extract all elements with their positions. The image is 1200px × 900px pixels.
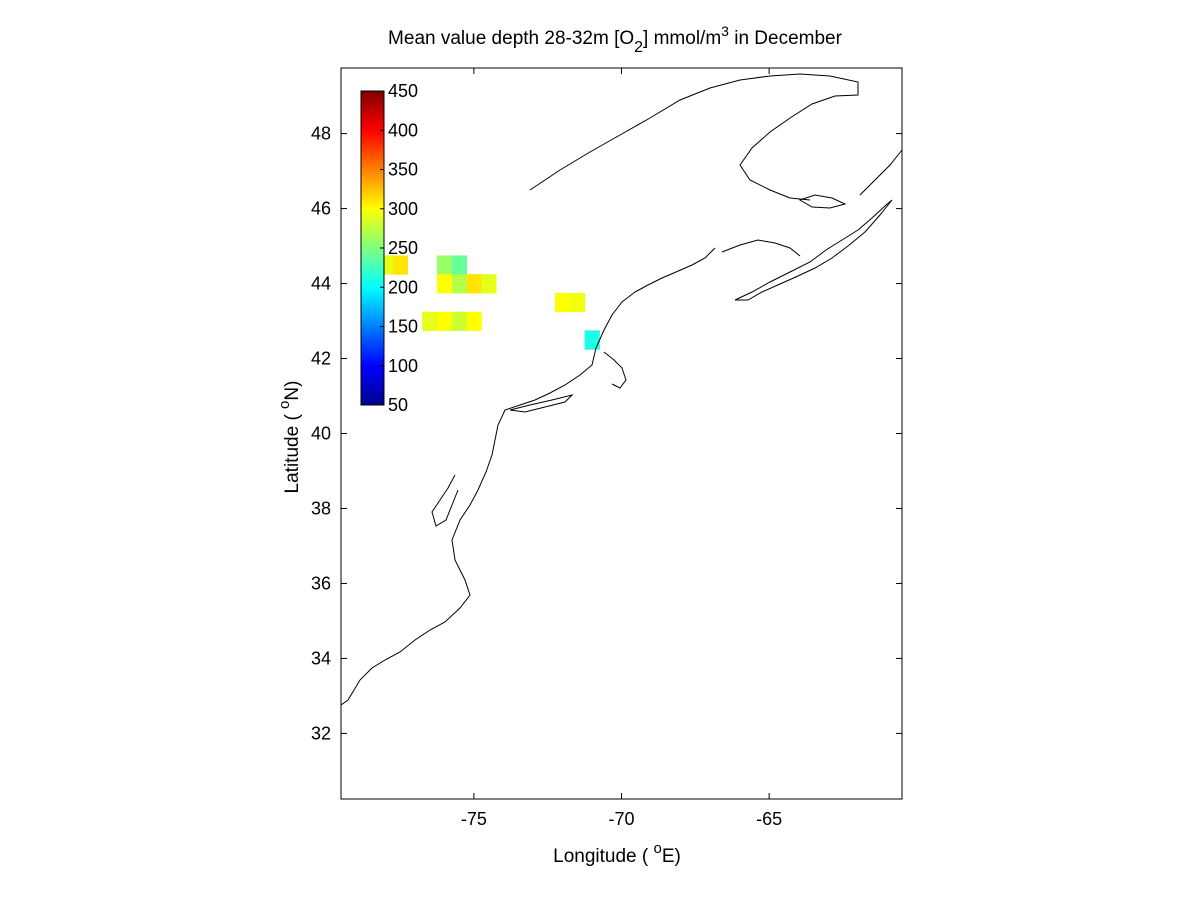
plot-background <box>341 68 902 799</box>
y-tick-label: 42 <box>311 349 331 369</box>
x-tick-label: -75 <box>461 809 487 829</box>
y-tick-label: 36 <box>311 573 331 593</box>
y-axis-label: Latitude ( oN) <box>276 381 303 494</box>
heatmap-cell <box>466 311 482 331</box>
x-axis-label-prefix: Longitude ( <box>553 846 653 867</box>
colorbar-tick-label: 350 <box>388 160 418 180</box>
y-tick-label: 46 <box>311 199 331 219</box>
coastline <box>340 73 903 706</box>
y-axis-label-suffix: N) <box>282 381 303 401</box>
coastline-gulf-st-lawrence <box>529 73 859 201</box>
coastline-fundy <box>721 239 801 257</box>
heatmap-cell <box>555 292 571 313</box>
coastline-nova-scotia <box>734 199 893 301</box>
heatmap-cell <box>451 274 467 294</box>
x-axis-label: Longitude ( oE) <box>553 840 681 867</box>
colorbar-tick-label: 250 <box>388 238 418 258</box>
heatmap-cell <box>481 274 497 294</box>
coastline-cape-cod <box>603 351 627 389</box>
chart-title-prefix: Mean value depth 28-32m [O <box>388 28 634 49</box>
y-tick-label: 32 <box>311 723 331 743</box>
heatmap-cell <box>451 311 467 331</box>
coastline-chesapeake <box>431 474 459 527</box>
colorbar-tick-label: 450 <box>388 81 418 101</box>
coastline-cape-breton <box>859 149 903 196</box>
heatmap-cell <box>584 330 600 350</box>
x-axis-label-suffix: E) <box>662 846 681 867</box>
coastline-pei <box>798 194 847 209</box>
y-tick-label: 34 <box>311 648 331 668</box>
y-tick-label: 44 <box>311 274 331 294</box>
heatmap-cell <box>466 274 482 294</box>
colorbar-tick-label: 300 <box>388 199 418 219</box>
coastline-long-island <box>509 394 574 413</box>
chart-title-subscript: 2 <box>634 39 643 56</box>
heatmap-cell <box>422 311 438 331</box>
colorbar-ticks: 50 100 150 200 250 300 350 400 450 <box>380 81 418 415</box>
x-tick-label: -70 <box>608 809 634 829</box>
y-axis-label-superscript: o <box>276 401 293 409</box>
heatmap-cell <box>451 255 467 275</box>
colorbar-tick-label: 100 <box>388 356 418 376</box>
colorbar-tick-label: 50 <box>388 395 408 415</box>
chart-title-middle: ] mmol/m <box>643 28 721 49</box>
y-axis-ticks: 32 34 36 38 40 42 44 46 48 <box>311 124 902 743</box>
x-tick-label: -65 <box>756 809 782 829</box>
colorbar-tick-label: 400 <box>388 120 418 140</box>
y-tick-label: 38 <box>311 498 331 518</box>
heatmap-cell <box>392 255 408 275</box>
x-axis-ticks: -75 -70 -65 <box>461 68 782 829</box>
heatmap-cell <box>436 255 453 275</box>
y-tick-label: 48 <box>311 124 331 144</box>
y-axis-label-prefix: Latitude ( <box>282 409 303 494</box>
coastline-us-east <box>340 247 716 706</box>
colorbar: 50 100 150 200 250 300 350 400 450 <box>360 81 418 415</box>
colorbar-tick-label: 200 <box>388 277 418 297</box>
plot-area: -75 -70 -65 32 34 36 38 40 42 44 46 48 <box>311 67 903 829</box>
heatmap-cell <box>436 311 453 331</box>
chart-title: Mean value depth 28-32m [O2] mmol/m3 in … <box>388 23 843 56</box>
chart-title-suffix: in December <box>729 28 843 49</box>
x-axis-label-superscript: o <box>654 840 662 857</box>
heatmap-cell <box>569 292 586 313</box>
colorbar-tick-label: 150 <box>388 317 418 337</box>
chart-title-superscript: 3 <box>721 23 729 39</box>
y-tick-label: 40 <box>311 424 331 444</box>
heatmap-cell <box>436 274 453 294</box>
